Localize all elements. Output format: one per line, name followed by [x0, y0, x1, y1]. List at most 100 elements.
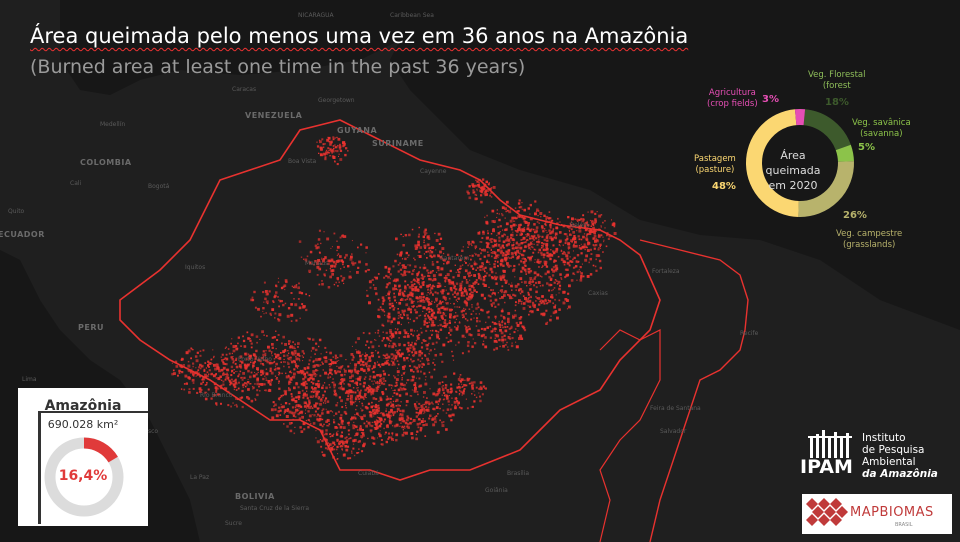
burn-speck — [297, 409, 300, 412]
burn-speck — [414, 308, 417, 311]
burn-speck — [533, 243, 535, 245]
burn-speck — [380, 382, 383, 385]
burn-speck — [427, 291, 429, 294]
burn-speck — [575, 265, 578, 268]
burn-speck — [269, 367, 272, 370]
burn-speck — [263, 281, 266, 284]
burn-speck — [448, 326, 451, 329]
burn-speck — [377, 351, 380, 354]
burn-speck — [491, 321, 494, 324]
burn-speck — [535, 290, 538, 294]
burn-speck — [471, 245, 473, 247]
burn-speck — [408, 322, 410, 324]
burn-speck — [400, 383, 404, 386]
burn-speck — [368, 359, 370, 362]
burn-speck — [283, 365, 285, 368]
burn-speck — [397, 367, 399, 369]
burn-speck — [471, 405, 474, 408]
burn-speck — [433, 324, 436, 327]
burn-speck — [448, 404, 450, 406]
burn-speck — [449, 269, 452, 273]
burn-speck — [473, 274, 476, 277]
burn-speck — [364, 405, 368, 409]
burn-speck — [482, 333, 485, 337]
burn-speck — [442, 385, 444, 387]
burn-speck — [288, 343, 290, 345]
burn-speck — [449, 287, 453, 290]
burn-speck — [563, 252, 567, 255]
legend-sublabel: (grasslands) — [842, 240, 896, 250]
burn-speck — [316, 416, 318, 418]
burn-speck — [518, 337, 521, 340]
burn-speck — [568, 248, 570, 250]
burn-speck — [297, 386, 300, 389]
burn-speck — [439, 282, 441, 285]
burn-speck — [498, 322, 501, 325]
burn-speck — [491, 276, 494, 280]
burn-speck — [434, 329, 437, 332]
burn-speck — [526, 285, 528, 287]
burn-speck — [595, 243, 598, 247]
burn-speck — [315, 437, 317, 439]
burn-speck — [302, 369, 304, 372]
burn-speck — [265, 350, 267, 352]
burn-speck — [555, 294, 557, 296]
burn-speck — [388, 411, 391, 414]
burn-speck — [554, 310, 558, 313]
burn-speck — [585, 221, 589, 225]
burn-speck — [445, 395, 448, 398]
burn-speck — [446, 273, 450, 277]
burn-speck — [436, 330, 438, 333]
burn-speck — [273, 358, 276, 360]
burn-speck — [370, 355, 372, 357]
burn-speck — [534, 276, 537, 278]
burn-speck — [225, 376, 229, 379]
burn-speck — [411, 389, 413, 391]
burn-speck — [427, 289, 429, 291]
burn-speck — [332, 456, 335, 459]
burn-speck — [334, 444, 336, 446]
burn-speck — [556, 227, 559, 230]
burn-speck — [494, 222, 495, 224]
burn-speck — [532, 246, 534, 249]
burn-speck — [233, 369, 235, 371]
burn-speck — [338, 155, 339, 157]
burn-speck — [550, 223, 552, 225]
burn-speck — [397, 289, 399, 291]
burn-speck — [357, 441, 360, 443]
place-label: ECUADOR — [0, 230, 45, 239]
burn-speck — [446, 389, 450, 392]
burn-speck — [262, 371, 265, 374]
burn-speck — [239, 355, 243, 359]
burn-speck — [517, 283, 520, 286]
burn-speck — [512, 231, 514, 233]
burn-speck — [272, 300, 275, 303]
burn-speck — [465, 302, 468, 305]
burn-speck — [603, 241, 605, 243]
burn-speck — [340, 275, 343, 278]
burn-speck — [554, 304, 557, 306]
burn-speck — [482, 187, 486, 191]
burn-speck — [442, 312, 446, 316]
burn-speck — [491, 187, 493, 189]
burn-speck — [504, 329, 508, 333]
burn-speck — [442, 409, 445, 412]
burn-speck — [337, 430, 339, 432]
burn-speck — [353, 424, 356, 427]
burn-speck — [390, 332, 394, 336]
burn-speck — [434, 354, 437, 357]
burn-speck — [441, 301, 444, 303]
burn-speck — [576, 230, 578, 232]
burn-speck — [471, 345, 474, 348]
burn-speck — [394, 376, 397, 379]
burn-speck — [425, 313, 427, 315]
burn-speck — [217, 377, 221, 381]
burn-speck — [379, 366, 382, 368]
burn-speck — [516, 229, 519, 232]
burn-speck — [560, 278, 563, 280]
burn-speck — [222, 362, 225, 365]
burn-speck — [537, 261, 541, 264]
burn-speck — [483, 327, 487, 331]
burn-speck — [395, 400, 397, 403]
burn-speck — [554, 236, 557, 240]
